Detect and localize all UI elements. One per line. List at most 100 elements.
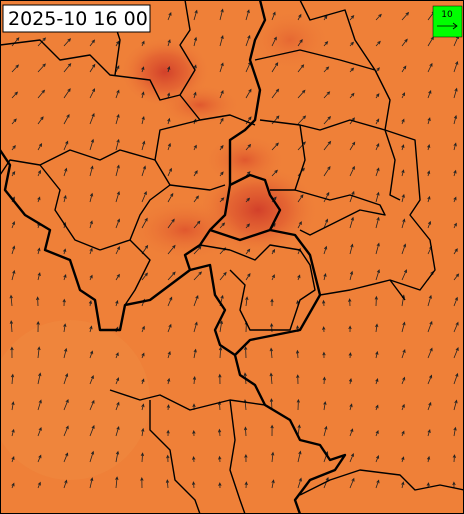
wind-arrow: [271, 88, 280, 99]
wind-arrow: [453, 347, 459, 359]
wind-arrow: [140, 476, 144, 489]
wind-arrow: [244, 453, 248, 463]
wind-arrow: [349, 67, 355, 73]
wind-arrow: [63, 479, 68, 489]
wind-arrow: [375, 404, 379, 411]
heat-area: [0, 320, 150, 480]
wind-arrow: [375, 167, 380, 177]
wind-arrow: [323, 115, 332, 125]
wind-arrow: [193, 220, 201, 229]
wind-arrow: [11, 118, 17, 125]
wind-arrow: [63, 452, 69, 463]
wind-arrow: [219, 271, 227, 281]
wind-arrow: [115, 476, 119, 489]
border: [254, 49, 391, 131]
wind-arrow: [219, 222, 226, 229]
wind-arrow: [167, 351, 171, 359]
wind-arrow: [271, 451, 275, 463]
wind-arrow: [89, 88, 95, 99]
wind-arrow: [297, 194, 304, 203]
wind-arrow: [427, 89, 432, 99]
wind-arrow: [37, 481, 41, 489]
wind-arrow: [193, 195, 199, 203]
wind-arrow: [115, 113, 120, 125]
wind-arrow: [348, 298, 352, 307]
wind-arrow: [348, 325, 352, 333]
wind-arrow: [89, 325, 93, 333]
wind-arrow: [296, 374, 300, 385]
wind-arrow: [401, 169, 405, 177]
wind-arrow: [11, 221, 15, 229]
wind-arrow: [115, 426, 120, 437]
wind-arrow: [36, 296, 40, 307]
wind-arrow: [427, 220, 432, 229]
wind-arrow: [37, 272, 41, 281]
wind-arrow: [348, 378, 353, 385]
wind-arrow: [401, 481, 405, 489]
wind-arrow: [141, 40, 145, 47]
wind-arrow: [63, 167, 68, 177]
wind-arrow: [10, 346, 14, 359]
wind-arrow: [37, 346, 41, 359]
country-border: [189, 263, 236, 356]
wind-arrow: [141, 140, 146, 151]
wind-arrow: [37, 63, 46, 73]
wind-arrow: [375, 242, 380, 255]
wind-arrow: [245, 9, 250, 21]
wind-arrow: [193, 144, 197, 151]
wind-arrow: [9, 320, 14, 333]
wind-arrow: [375, 191, 380, 203]
wind-arrow: [270, 424, 274, 437]
wind-arrow: [115, 300, 119, 307]
border: [0, 39, 256, 126]
border: [299, 469, 464, 496]
wind-arrow: [167, 142, 171, 151]
wind-arrow: [167, 117, 171, 125]
wind-arrow: [375, 323, 379, 333]
wind-arrow: [192, 481, 196, 489]
border: [270, 124, 306, 191]
wind-arrow: [219, 171, 224, 177]
wind-arrow: [115, 218, 120, 229]
wind-arrow: [193, 271, 203, 281]
wind-arrow: [271, 479, 275, 489]
wind-arrow: [375, 269, 380, 281]
legend-label: 10: [441, 10, 453, 20]
wind-arrow: [349, 41, 355, 47]
wind-arrow: [10, 373, 15, 385]
wind-arrow: [11, 269, 16, 281]
wind-arrow: [141, 403, 145, 411]
wind-arrow: [89, 350, 94, 359]
wind-arrow: [63, 114, 70, 125]
wind-arrow: [452, 454, 456, 463]
wind-arrow: [11, 64, 20, 73]
wind-arrow: [401, 92, 406, 99]
wind-arrow: [11, 401, 15, 411]
wind-arrow: [322, 299, 326, 307]
wind-arrow: [89, 192, 94, 203]
wind-arrow: [245, 296, 249, 307]
wind-arrow: [401, 65, 407, 73]
wind-arrow: [401, 456, 405, 463]
wind-arrow: [453, 372, 459, 385]
wind-arrow: [297, 39, 303, 47]
wind-arrow: [401, 430, 405, 437]
wind-arrow: [141, 272, 148, 281]
wind-arrow: [115, 164, 120, 177]
wind-arrow: [375, 377, 379, 385]
wind-arrow: [323, 401, 327, 411]
wind-arrow: [36, 321, 40, 333]
legend-box: [432, 5, 463, 38]
wind-arrow: [453, 222, 457, 229]
wind-arrow: [11, 245, 16, 255]
wind-arrow: [167, 244, 176, 255]
wind-arrow: [89, 63, 96, 73]
wind-arrow: [244, 346, 248, 359]
wind-arrow: [271, 36, 277, 47]
wind-arrow: [167, 218, 175, 229]
wind-arrow: [245, 116, 252, 125]
wind-arrow: [219, 89, 224, 99]
